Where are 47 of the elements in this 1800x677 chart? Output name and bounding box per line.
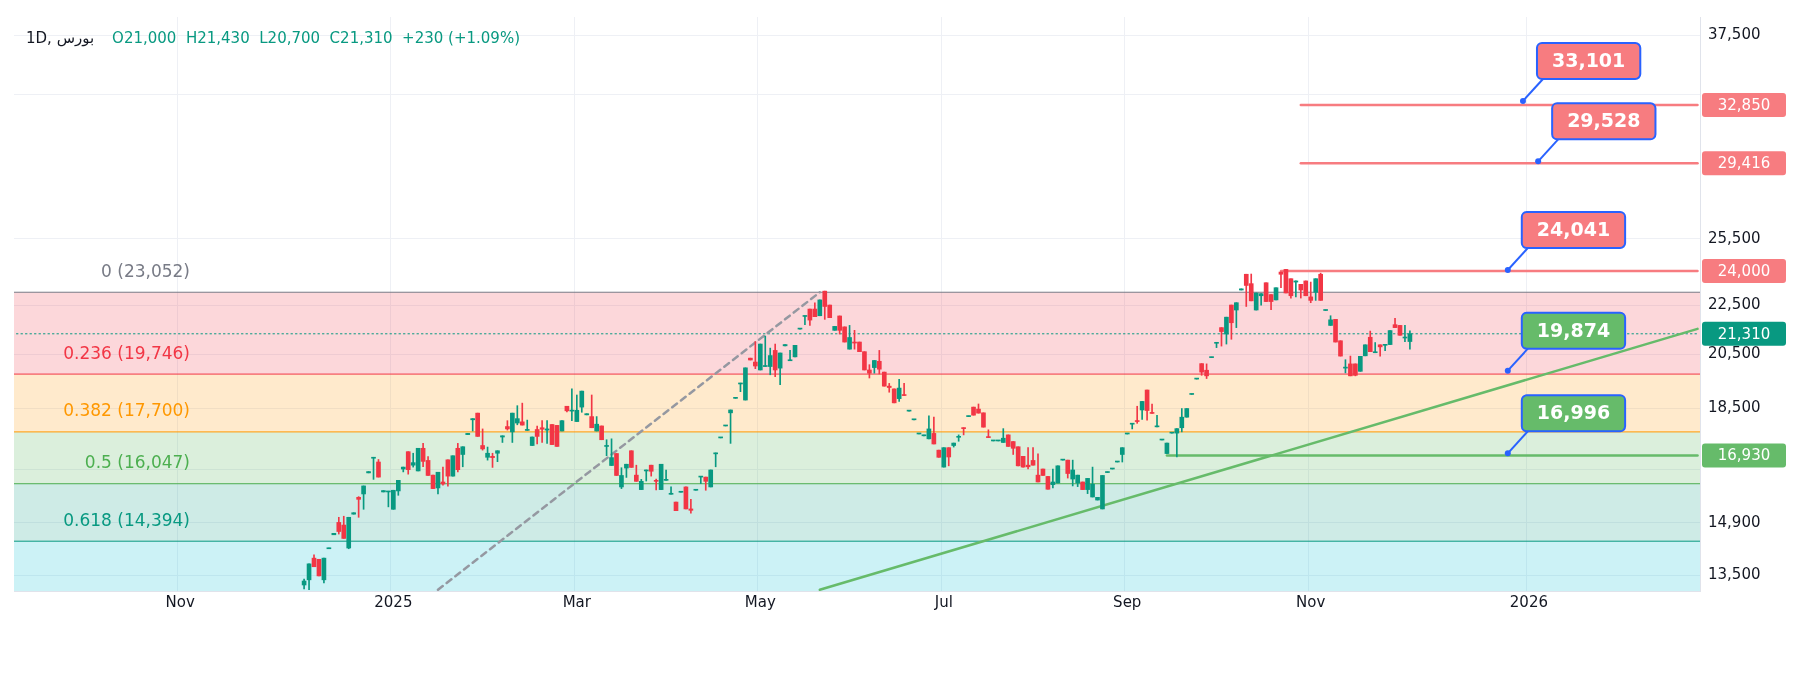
y-tick-label: 14,900: [1708, 512, 1761, 531]
candlestick: [901, 383, 907, 396]
x-tick-label: Mar: [562, 592, 592, 611]
candlestick: [1308, 281, 1314, 304]
y-tick-label: 25,500: [1708, 228, 1761, 247]
x-tick-label: Sep: [1113, 592, 1142, 611]
candlestick: [653, 478, 659, 491]
x-tick-label: Nov: [1296, 592, 1326, 611]
y-tick-label: 13,500: [1708, 564, 1761, 583]
annotation: 29,528: [1567, 109, 1641, 132]
x-tick-label: 2025: [374, 592, 413, 611]
candlestick: [1372, 342, 1378, 354]
candlestick: [1377, 344, 1383, 357]
annotation: 33,101: [1551, 48, 1626, 71]
x-tick-label: Jul: [933, 592, 953, 611]
ref-line-label: 0.618 (14,394): [63, 509, 190, 530]
x-tick-label: May: [744, 592, 776, 611]
text: 1D, بورس: [26, 28, 95, 47]
candlestick: [787, 350, 793, 362]
candlestick: [668, 486, 674, 495]
y-tick-label: 37,500: [1708, 24, 1761, 43]
y-tick-label: 22,500: [1708, 294, 1761, 313]
candlestick: [1134, 405, 1140, 424]
candlestick: [524, 419, 530, 431]
candlestick: [1278, 271, 1284, 289]
candlestick: [1149, 403, 1155, 414]
annotation: 16,996: [1536, 401, 1611, 424]
ref-line-label: 0.382 (17,700): [63, 400, 190, 421]
candlestick: [1258, 293, 1264, 306]
annotation: 24,041: [1536, 217, 1611, 240]
x-tick-label: Nov: [165, 592, 195, 611]
data-label: 24,000: [1717, 261, 1771, 280]
ref-line-label: 0.5 (16,047): [84, 452, 190, 473]
ref-line-label: 0.236 (19,746): [63, 342, 190, 363]
annotation: 19,874: [1536, 318, 1611, 341]
candlestick: [470, 418, 476, 432]
x-tick-label: 2026: [1509, 592, 1549, 611]
candlestick: [539, 420, 545, 443]
data-label: 32,850: [1717, 95, 1771, 114]
y-tick-label: 18,500: [1708, 398, 1761, 417]
y-tick-label: 20,500: [1708, 344, 1761, 363]
text: O21,000 H21,430 L20,700 C21,310 +230 (+1.09%): [112, 28, 521, 47]
data-label: 21,310: [1717, 324, 1771, 343]
candlestick: [802, 315, 808, 326]
data-label: 29,416: [1717, 154, 1771, 173]
data-label: 16,930: [1717, 446, 1771, 465]
ref-line-label: 0 (23,052): [101, 260, 190, 281]
